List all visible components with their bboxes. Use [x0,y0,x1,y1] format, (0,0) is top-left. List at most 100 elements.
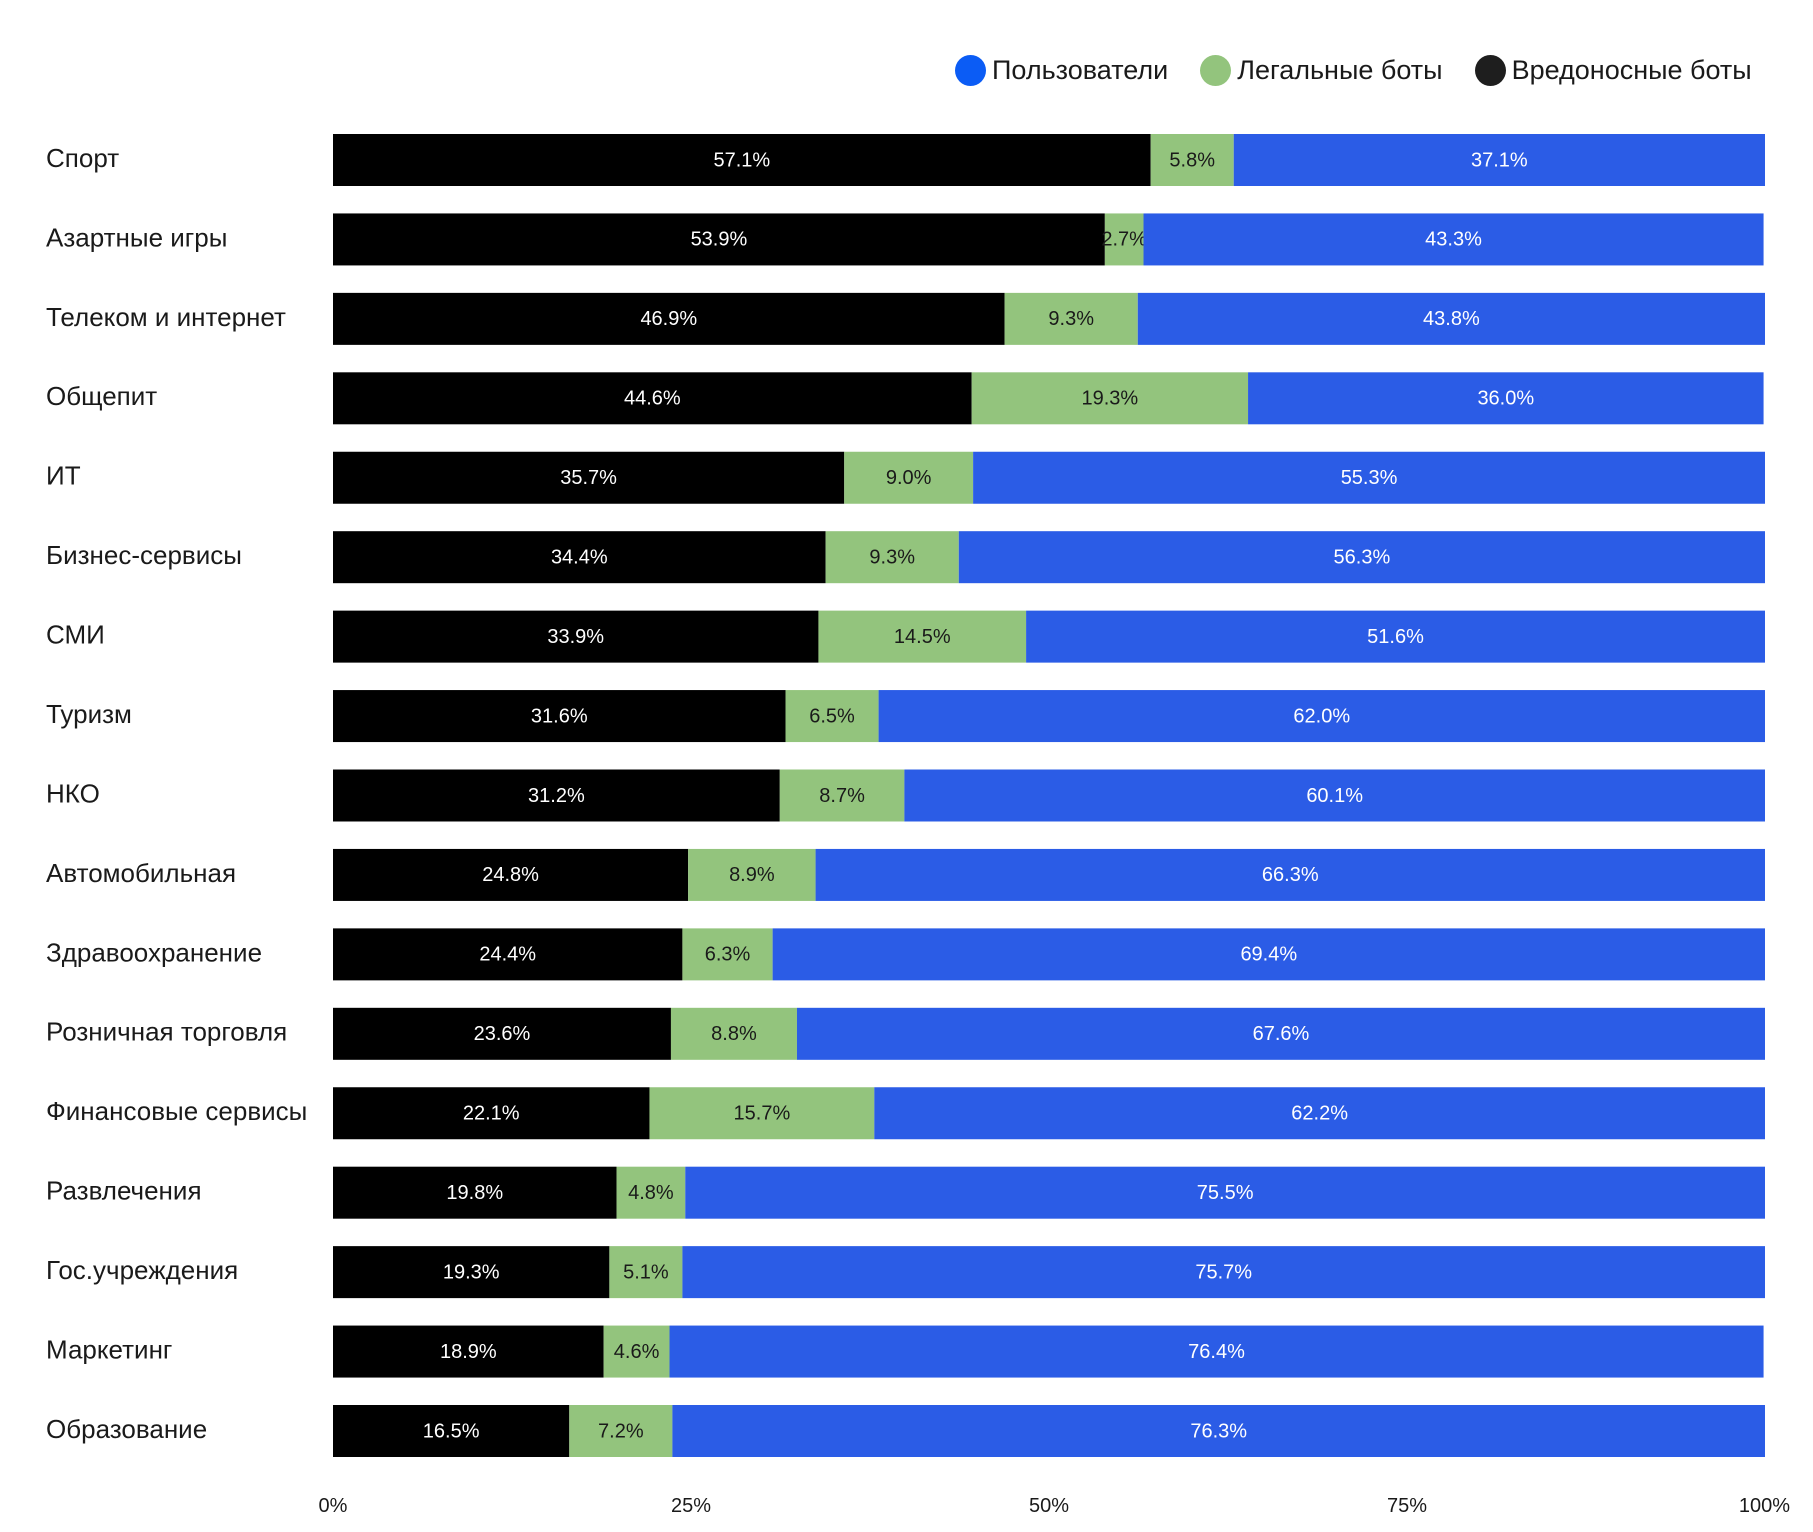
category-label: Общепит [46,381,157,411]
data-label-malicious-bots: 44.6% [624,388,681,410]
data-label-users: 43.8% [1423,308,1480,330]
bar-segment-legal-bots [682,928,773,981]
x-tick-label: 0% [319,1495,348,1517]
category-label: Телеком и интернет [46,302,286,332]
data-label-users: 69.4% [1240,944,1297,966]
legend-item-legal-bots[interactable]: Легальные боты [1200,55,1443,86]
category-label: Гос.учреждения [46,1255,238,1285]
bar-segment-malicious-bots [333,928,683,981]
bar-segment-users [1233,134,1765,186]
bar-segment-legal-bots [779,769,905,822]
bar-segment-legal-bots [971,372,1249,425]
legend-swatch-malicious-bots [1474,55,1506,86]
category-label: Спорт [46,143,119,173]
bar-segment-malicious-bots [333,769,780,822]
bar-segment-users [1248,372,1764,425]
category-label: Розничная торговля [46,1017,287,1047]
bar-segment-malicious-bots [333,1166,617,1219]
bar-segment-malicious-bots [333,134,1151,186]
legend-label-users: Пользователи [992,55,1169,85]
data-label-users: 37.1% [1471,149,1528,171]
data-label-legal-bots: 9.0% [886,467,932,489]
bar-segment-legal-bots [688,848,816,901]
data-label-users: 43.3% [1425,229,1482,251]
bar-segment-malicious-bots [333,451,845,504]
data-label-users: 75.5% [1197,1182,1254,1204]
bar-segment-users [815,848,1765,901]
bar-segment-users [904,769,1765,822]
data-label-legal-bots: 4.8% [628,1182,674,1204]
category-label: Развлечения [46,1176,202,1206]
data-label-malicious-bots: 31.6% [531,705,588,727]
bar-segment-legal-bots [1004,292,1138,345]
bar-segment-users [682,1246,1766,1299]
bar-segment-legal-bots [609,1246,683,1299]
data-label-users: 75.7% [1195,1261,1252,1283]
bar-segment-malicious-bots [333,1246,610,1299]
bar-segment-malicious-bots [333,531,826,584]
category-label: Бизнес-сервисы [46,540,242,570]
category-label: Образование [46,1414,207,1444]
data-label-malicious-bots: 34.4% [551,546,608,568]
bar-segment-users [878,690,1765,743]
bar-segment-legal-bots [616,1166,686,1219]
legend: Пользователи Легальные боты Вредоносные … [955,55,1752,86]
bar-segment-malicious-bots [333,292,1005,345]
data-label-users: 76.4% [1188,1341,1245,1363]
data-label-legal-bots: 9.3% [1048,308,1094,330]
bar-segment-users [973,451,1765,504]
data-label-legal-bots: 6.5% [809,705,855,727]
x-tick-label: 25% [671,1495,711,1517]
data-label-legal-bots: 15.7% [734,1103,791,1125]
bar-segment-malicious-bots [333,1325,604,1378]
category-label: Автомобильная [46,858,236,888]
data-label-legal-bots: 14.5% [894,626,951,648]
bar-segment-users [796,1007,1765,1060]
data-label-malicious-bots: 57.1% [713,149,770,171]
bar-segment-malicious-bots [333,610,819,663]
bar-segment-users [772,928,1765,981]
legend-item-users[interactable]: Пользователи [955,55,1168,86]
category-label: Здравоохранение [46,937,262,967]
data-label-legal-bots: 8.7% [819,785,865,807]
bar-segment-legal-bots [818,610,1027,663]
legend-item-malicious-bots[interactable]: Вредоносные боты [1474,55,1752,86]
data-label-users: 36.0% [1477,388,1534,410]
bar-segment-legal-bots [1104,213,1144,266]
legend-swatch-legal-bots [1200,55,1232,86]
data-label-users: 51.6% [1367,626,1424,648]
bar-segment-malicious-bots [333,1405,570,1457]
data-label-legal-bots: 5.8% [1169,149,1215,171]
data-label-users: 56.3% [1334,546,1391,568]
data-label-legal-bots: 5.1% [623,1261,669,1283]
category-label: Финансовые сервисы [46,1096,307,1126]
data-label-legal-bots: 6.3% [705,944,751,966]
bar-segment-users [1026,610,1765,663]
data-label-malicious-bots: 23.6% [474,1023,531,1045]
data-label-users: 60.1% [1306,785,1363,807]
data-label-users: 66.3% [1262,864,1319,886]
data-label-malicious-bots: 18.9% [440,1341,497,1363]
data-label-users: 67.6% [1253,1023,1310,1045]
data-label-malicious-bots: 53.9% [691,229,748,251]
legend-label-malicious-bots: Вредоносные боты [1511,55,1752,85]
x-tick-label: 75% [1387,1495,1427,1517]
bar-segment-malicious-bots [333,690,786,743]
data-label-users: 76.3% [1190,1420,1247,1442]
bar-segment-users [958,531,1765,584]
bar-segment-legal-bots [1150,134,1234,186]
bar-segment-legal-bots [785,690,879,743]
bar-segment-users [672,1405,1765,1457]
data-label-legal-bots: 19.3% [1082,388,1139,410]
bar-segment-users [1137,292,1765,345]
bar-segment-legal-bots [649,1087,875,1140]
bar-segment-legal-bots [569,1405,673,1457]
legend-swatch-users [955,55,986,86]
category-label: НКО [46,778,100,808]
bar-segment-legal-bots [825,531,959,584]
bar-segment-malicious-bots [333,372,972,425]
bar-segment-users [669,1325,1764,1378]
bar-segment-malicious-bots [333,1087,650,1140]
category-label: Маркетинг [46,1334,172,1364]
data-label-malicious-bots: 19.3% [443,1261,500,1283]
